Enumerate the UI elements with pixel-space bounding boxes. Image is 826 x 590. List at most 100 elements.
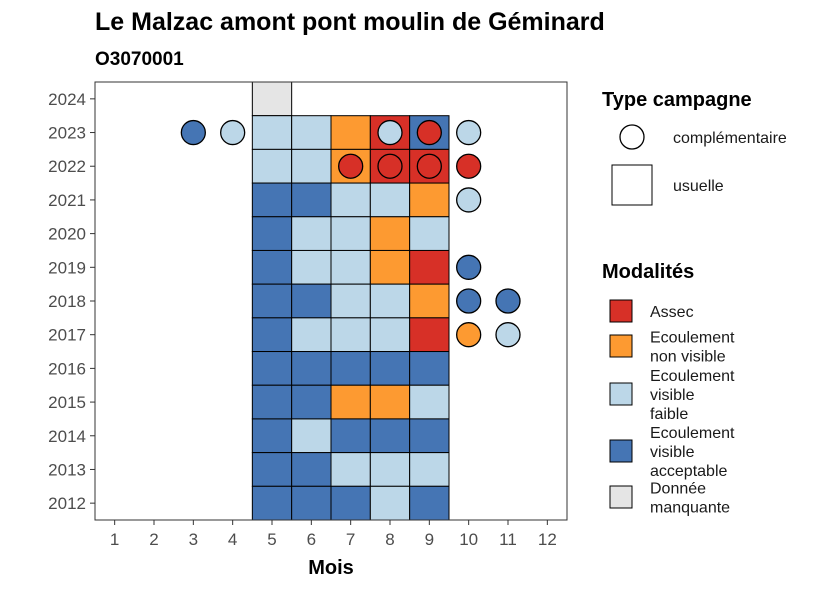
- tile-2013-8: [369, 452, 411, 487]
- tile-2016-8: [369, 351, 411, 386]
- tile-2020-9: [409, 216, 450, 251]
- x-tick-label: 9: [425, 530, 434, 549]
- legend-modalite-label: visible: [650, 387, 695, 404]
- tile-2021-8: [369, 182, 411, 218]
- tile-2018-5: [251, 283, 293, 319]
- tile-2019-7: [330, 249, 371, 285]
- legend-type-label: complémentaire: [673, 130, 787, 147]
- tile-2016-9: [409, 351, 450, 386]
- point-2022-10: [456, 153, 482, 179]
- tile-2018-9: [409, 283, 450, 319]
- tile-2014-8: [369, 418, 411, 454]
- tile-2021-6: [291, 182, 332, 218]
- tile-2017-5: [251, 317, 293, 353]
- legend-modalite-label: acceptable: [650, 463, 727, 480]
- point-2019-10: [456, 254, 482, 280]
- x-tick-label: 6: [307, 530, 316, 549]
- point-2018-10: [456, 288, 482, 314]
- legend-modalites: Modalités Assec Ecoulement non visible Ecoul…: [602, 261, 735, 517]
- tile-2015-8: [369, 384, 411, 420]
- legend-swatch: [609, 439, 633, 463]
- legend-modalite-label: faible: [650, 406, 688, 423]
- x-axis: 1 2 3 4 5 6 7 8 9 10 11 12: [110, 520, 557, 549]
- tile-2022-6: [291, 148, 332, 184]
- x-tick-label: 10: [459, 530, 478, 549]
- tile-2021-7: [330, 182, 371, 218]
- tile-2014-7: [330, 418, 371, 454]
- tile-2012-7: [330, 485, 371, 521]
- legend-modalite-label: visible: [650, 444, 695, 461]
- tile-2016-6: [291, 351, 332, 386]
- point-2022-9: [416, 153, 442, 179]
- tile-2012-8: [369, 485, 411, 521]
- tile-2017-8: [369, 317, 411, 353]
- legend-type-title: Type campagne: [602, 89, 752, 111]
- x-tick-label: 4: [228, 530, 237, 549]
- complementaire-points: [180, 119, 521, 348]
- tile-2020-6: [291, 216, 332, 251]
- point-2023-3: [180, 119, 206, 146]
- y-tick-label: 2014: [48, 427, 86, 446]
- y-tick-label: 2024: [48, 90, 86, 109]
- x-tick-label: 2: [149, 530, 158, 549]
- tile-2023-6: [291, 115, 332, 150]
- tile-2017-9: [409, 317, 450, 353]
- legend-swatch: [609, 299, 633, 323]
- y-tick-label: 2022: [48, 157, 86, 176]
- legend-modalite-label: manquante: [650, 500, 730, 517]
- tile-2015-5: [251, 384, 293, 420]
- tile-2019-6: [291, 249, 332, 285]
- tile-2014-9: [409, 418, 450, 454]
- tile-2015-7: [330, 384, 371, 420]
- y-axis: 2012 2013 2014 2015 2016 2017 2018 2019 2020 2021…: [48, 90, 95, 513]
- legend-swatch: [609, 334, 633, 358]
- tile-2012-5: [251, 485, 293, 521]
- tile-2013-5: [251, 452, 293, 487]
- point-2022-7: [338, 153, 364, 179]
- tile-2023-7: [330, 115, 371, 150]
- tile-2015-9: [409, 384, 450, 420]
- tile-2023-5: [251, 115, 293, 150]
- tile-2019-9: [409, 249, 450, 285]
- point-2023-4: [220, 119, 246, 146]
- tile-2012-9: [409, 485, 450, 521]
- chart-subtitle: O3070001: [95, 49, 184, 70]
- x-tick-label: 12: [538, 530, 557, 549]
- point-2017-10: [456, 322, 482, 348]
- tile-2019-8: [369, 249, 411, 285]
- legend-modalite-label: Ecoulement: [650, 330, 735, 347]
- point-2021-10: [456, 187, 482, 213]
- tile-2018-7: [330, 283, 371, 319]
- y-tick-label: 2013: [48, 460, 86, 479]
- tile-2014-6: [291, 418, 332, 454]
- legend-swatch: [609, 382, 633, 406]
- usuelle-tiles: [251, 81, 450, 521]
- point-2023-10: [456, 119, 482, 146]
- legend-modalite-label: Ecoulement: [650, 425, 735, 442]
- tile-2017-6: [291, 317, 332, 353]
- y-tick-label: 2019: [48, 258, 86, 277]
- tile-2020-5: [251, 216, 293, 251]
- tile-2016-5: [251, 351, 293, 386]
- legend-circle-key: [619, 124, 645, 150]
- y-tick-label: 2016: [48, 359, 86, 378]
- x-tick-label: 1: [110, 530, 119, 549]
- legend-modalite-label: non visible: [650, 349, 726, 366]
- y-tick-label: 2018: [48, 292, 86, 311]
- legend-modalite-label: Donnée: [650, 481, 706, 498]
- legend-modalite-label: Assec: [650, 304, 694, 321]
- legend-modalites-title: Modalités: [602, 261, 694, 283]
- tile-2021-9: [409, 182, 450, 218]
- tile-2013-6: [291, 452, 332, 487]
- legend-square-key: [611, 164, 653, 206]
- y-tick-label: 2012: [48, 494, 86, 513]
- point-2017-11: [495, 322, 521, 348]
- tile-2022-5: [251, 148, 293, 184]
- legend-type-label: usuelle: [673, 178, 724, 195]
- tile-2015-6: [291, 384, 332, 420]
- point-2018-11: [495, 288, 521, 314]
- tile-2014-5: [251, 418, 293, 454]
- tile-2017-7: [330, 317, 371, 353]
- tile-2016-7: [330, 351, 371, 386]
- legend-type-campagne: Type campagne complémentaire usuelle: [602, 89, 787, 206]
